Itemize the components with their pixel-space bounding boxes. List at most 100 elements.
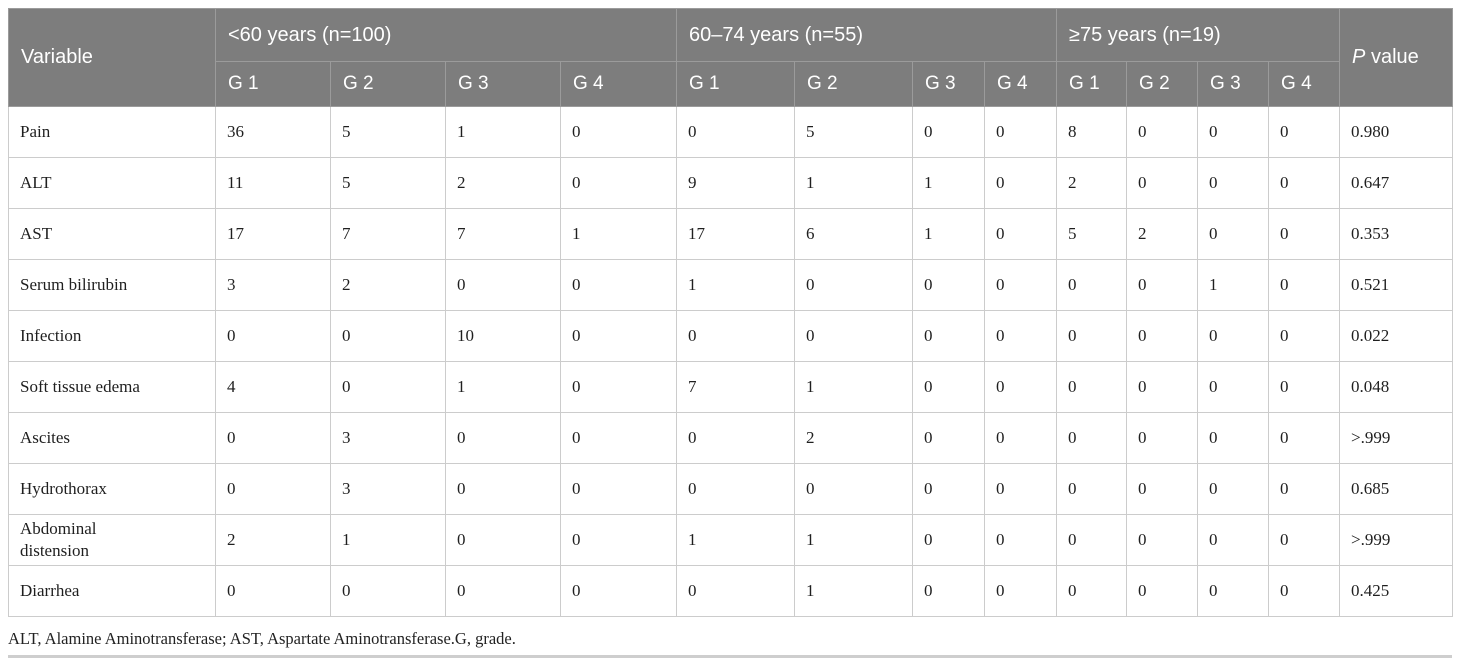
grade-count-cell: 5	[794, 106, 913, 158]
table-footnote: ALT, Alamine Aminotransferase; AST, Aspa…	[8, 629, 516, 648]
grade-count-cell: 0	[912, 106, 985, 158]
grade-count-cell: 0	[1056, 412, 1128, 464]
grade-count-cell: 8	[1056, 106, 1128, 158]
table-row: Soft tissue edema 4 0 1 0 7 1 0 0 0 0 0 0 0.048	[8, 361, 1454, 413]
subheader-under60-g1: G 1	[215, 61, 331, 107]
subheader-75plus-g1: G 1	[1056, 61, 1128, 107]
grade-count-cell: 2	[1056, 157, 1128, 209]
grade-count-cell: 5	[1056, 208, 1128, 260]
pvalue-cell: 0.022	[1339, 310, 1454, 362]
variable-label: Hydrothorax	[20, 478, 107, 498]
grade-count-cell: 0	[676, 106, 795, 158]
subheader-under60-g4: G 4	[560, 61, 677, 107]
grade-count-cell: 0	[560, 463, 677, 515]
grade-count-cell: 0	[983, 514, 1058, 566]
group-header-75plus: ≥75 years (n=19)	[1056, 8, 1341, 62]
group-header-60to74: 60–74 years (n=55)	[675, 8, 1058, 62]
grade-count-cell: 0	[1126, 361, 1199, 413]
grade-count-cell: 9	[676, 157, 795, 209]
grade-count-cell: 1	[330, 514, 446, 566]
grade-count-cell: 1	[560, 208, 677, 260]
group-header-under60: <60 years (n=100)	[215, 8, 677, 62]
grade-count-cell: 3	[215, 259, 331, 311]
grade-count-cell: 0	[1126, 463, 1199, 515]
grade-count-cell: 0	[1197, 106, 1270, 158]
subheader-60to74-g4: G 4	[983, 61, 1058, 107]
grade-count-cell: 0	[912, 565, 985, 617]
variable-cell: Hydrothorax	[8, 463, 216, 515]
grade-count-cell: 0	[560, 157, 677, 209]
variable-cell: Soft tissue edema	[8, 361, 216, 413]
grade-count-cell: 0	[794, 463, 913, 515]
grade-count-cell: 0	[983, 208, 1058, 260]
subheader-under60-g2: G 2	[330, 61, 446, 107]
grade-count-cell: 2	[794, 412, 913, 464]
table-body: Pain 36 5 1 0 0 5 0 0 8 0 0 0 0.980 ALT 11 5 2 0 9 1 1 0 2 0 0 0 0.…	[8, 106, 1454, 617]
variable-cell: Serum bilirubin	[8, 259, 216, 311]
table-row: Hydrothorax 0 3 0 0 0 0 0 0 0 0 0 0 0.685	[8, 463, 1454, 515]
table-row: Serum bilirubin 3 2 0 0 1 0 0 0 0 0 1 0 0.521	[8, 259, 1454, 311]
grade-count-cell: 0	[445, 412, 561, 464]
grade-count-cell: 0	[1268, 565, 1341, 617]
grade-count-cell: 0	[1268, 361, 1341, 413]
grade-count-cell: 1	[1197, 259, 1270, 311]
grade-count-cell: 0	[1197, 208, 1270, 260]
grade-count-cell: 5	[330, 157, 446, 209]
grade-count-cell: 0	[1268, 157, 1341, 209]
pvalue-cell: 0.353	[1339, 208, 1454, 260]
grade-count-cell: 0	[1197, 463, 1270, 515]
grade-count-cell: 7	[330, 208, 446, 260]
grade-count-cell: 0	[1197, 412, 1270, 464]
grade-count-cell: 0	[1197, 361, 1270, 413]
grade-count-cell: 5	[330, 106, 446, 158]
grade-count-cell: 1	[794, 514, 913, 566]
variable-label: AST	[20, 223, 53, 243]
variable-cell: AST	[8, 208, 216, 260]
table-row: Diarrhea 0 0 0 0 0 1 0 0 0 0 0 0 0.425	[8, 565, 1454, 617]
table-row: Pain 36 5 1 0 0 5 0 0 8 0 0 0 0.980	[8, 106, 1454, 158]
grade-count-cell: 0	[1197, 565, 1270, 617]
variable-label: Infection	[20, 325, 82, 345]
grade-count-cell: 0	[676, 463, 795, 515]
grade-count-cell: 2	[1126, 208, 1199, 260]
grade-count-cell: 1	[676, 514, 795, 566]
table-header: Variable <60 years (n=100) 60–74 years (…	[8, 8, 1454, 107]
grade-count-cell: 1	[445, 106, 561, 158]
grade-count-cell: 0	[330, 361, 446, 413]
grade-count-cell: 0	[1197, 310, 1270, 362]
bottom-divider	[8, 655, 1452, 658]
grade-count-cell: 7	[445, 208, 561, 260]
grade-count-cell: 0	[983, 157, 1058, 209]
grade-count-cell: 0	[560, 310, 677, 362]
variable-label: ALT	[20, 172, 52, 192]
grade-count-cell: 3	[330, 412, 446, 464]
results-table-container: Variable <60 years (n=100) 60–74 years (…	[8, 8, 1454, 617]
subheader-75plus-g2: G 2	[1126, 61, 1199, 107]
pvalue-cell: >.999	[1339, 412, 1454, 464]
grade-count-cell: 0	[560, 565, 677, 617]
grade-count-cell: 0	[676, 310, 795, 362]
grade-count-cell: 0	[445, 259, 561, 311]
grade-count-cell: 36	[215, 106, 331, 158]
grade-count-cell: 0	[912, 412, 985, 464]
grade-count-cell: 0	[1268, 514, 1341, 566]
grade-count-cell: 0	[330, 565, 446, 617]
grade-count-cell: 0	[1056, 361, 1128, 413]
grade-count-cell: 0	[1268, 412, 1341, 464]
grade-count-cell: 1	[445, 361, 561, 413]
grade-count-cell: 0	[794, 259, 913, 311]
grade-count-cell: 4	[215, 361, 331, 413]
subheader-75plus-g3: G 3	[1197, 61, 1270, 107]
grade-count-cell: 1	[676, 259, 795, 311]
grade-count-cell: 0	[912, 514, 985, 566]
grade-count-cell: 0	[560, 514, 677, 566]
variable-cell: Pain	[8, 106, 216, 158]
grade-count-cell: 0	[1268, 259, 1341, 311]
grade-count-cell: 0	[1268, 208, 1341, 260]
variable-label: Pain	[20, 121, 51, 141]
grade-count-cell: 0	[1268, 463, 1341, 515]
grade-count-cell: 0	[445, 565, 561, 617]
grade-count-cell: 0	[1056, 463, 1128, 515]
grade-count-cell: 0	[1056, 310, 1128, 362]
